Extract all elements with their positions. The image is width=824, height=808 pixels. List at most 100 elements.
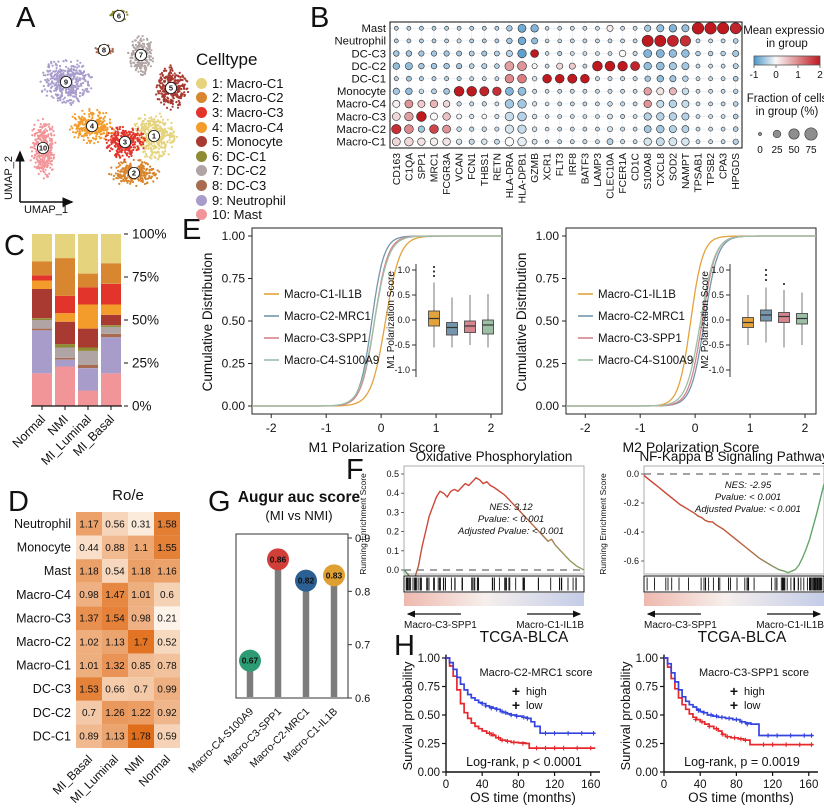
m2-polarization-cdf: Cumulative Distribution M2 Polarization S… [514,227,817,455]
km-legend-label: high [526,686,547,698]
augur-dot [267,548,289,571]
svg-text:1.37: 1.37 [79,614,99,625]
svg-text:2: 2 [488,421,495,435]
svg-text:7: 7 [139,51,143,60]
dotplot-gene-label: NAMPT [681,152,692,189]
roe-cell [102,582,128,607]
composition-barchart: NormalNMIMI_LuminalMI_Basal100%75%50%25%… [10,227,167,468]
roe-cell [76,630,102,654]
fraction-size-dot [804,127,818,141]
svg-text:5: 5 [169,84,173,93]
stack-segment [55,295,75,314]
svg-text:2: 2 [802,421,809,435]
cdf-ylabel: Cumulative Distribution [200,253,215,392]
roe-cell [154,630,180,654]
svg-text:0.0: 0.0 [397,315,410,325]
fraction-size-dot [758,132,762,136]
dotplot-gene-label: TPSB2 [706,153,717,186]
umap-cluster-badge [60,76,73,89]
roe-row-label: Neutrophil [14,517,71,531]
svg-text:0.7: 0.7 [134,685,148,696]
svg-text:0.00: 0.00 [636,767,658,779]
svg-text:1.18: 1.18 [131,567,151,578]
inset-box [446,322,458,336]
dotplot-gene-label: THBS1 [480,153,491,186]
dotplot-row-label: Neutrophil [335,36,387,48]
svg-text:-1: -1 [750,70,759,81]
gsea-stat: Pvalue: < 0.001 [715,492,781,503]
umap-legend-item: 10: Mast [196,207,286,222]
celltype-color-swatch [196,121,207,133]
dotplot-row-label: Macro-C2 [336,124,386,136]
svg-text:0.5: 0.5 [397,290,410,300]
svg-text:-1: -1 [321,421,332,435]
svg-text:0.99: 0.99 [157,685,177,696]
svg-text:0.1: 0.1 [386,546,399,556]
composition-ytick: 75% [132,270,159,285]
svg-text:-0.5: -0.5 [394,340,410,350]
km-legend-label: low [526,700,543,712]
augur-title: Augur auc score [238,489,361,506]
cdf-legend-label: Macro-C4-S100A9 [284,355,379,367]
stack-segment [32,330,52,374]
celltype-color-swatch [196,136,207,148]
roe-row-label: DC-C1 [33,729,71,743]
celltype-label: 1: Macro-C1 [212,75,284,91]
umap-legend-item: 1: Macro-C1 [196,76,286,91]
umap-cluster-badge [147,129,160,142]
augur-dot [239,649,261,672]
umap-legend-item: 3: Macro-C3 [196,105,286,120]
gsea-right-group: Macro-C1-IL1B [756,620,824,631]
svg-text:1.78: 1.78 [131,732,151,743]
roe-cell [128,559,154,583]
dotplot-gene-label: HLA-DPB1 [518,153,529,204]
umap-cluster-9 [39,59,93,106]
roe-cell [128,582,154,607]
roe-row-label: Mast [44,564,72,578]
gsea-ylabel: Running Enrichment Score [598,473,608,575]
svg-text:0.75: 0.75 [222,272,246,286]
dotplot-gene-label: FCER1A [618,153,629,194]
roe-cell [154,559,180,583]
stack-segment [32,275,52,281]
gsea-stat: NES: 3.12 [489,502,533,513]
dotplot-gene-label: FLT3 [555,153,566,177]
roe-row-label: Macro-C3 [16,611,71,625]
panel-label-f: F [346,454,364,486]
dotplot-gene-label: MRC1 [430,153,441,182]
roe-row-label: Macro-C1 [16,659,71,673]
svg-text:1.00: 1.00 [418,653,440,665]
dotplot-gene-label: BATF3 [580,153,591,185]
svg-text:80: 80 [730,779,743,791]
stack-segment [55,366,75,406]
roe-cell [76,582,102,607]
svg-text:0.25: 0.25 [536,357,560,371]
dotplot-gene-label: TPSAB1 [694,153,705,193]
celltype-color-swatch [196,92,207,104]
roe-cell [154,512,180,536]
stack-segment [78,273,98,288]
svg-text:0.44: 0.44 [79,543,99,554]
stack-segment [78,234,98,274]
svg-text:+: + [512,683,520,699]
svg-text:0.59: 0.59 [157,732,177,743]
svg-text:0.3: 0.3 [386,507,399,517]
umap-legend-item: 9: Neutrophil [196,193,286,208]
roe-cell [102,535,128,560]
svg-text:0.75: 0.75 [536,272,560,286]
gsea-rank-strip [404,593,584,606]
svg-text:0.6: 0.6 [160,590,174,601]
cdf-legend-label: Macro-C2-MRC1 [284,311,371,323]
umap-plot: 1 2 3 4 5 6 7 8 9 10 UMAP_1 UMAP_2 [3,9,190,216]
umap-cluster-badge [86,120,99,133]
dotplot-gene-label: SOD2 [668,153,679,181]
stack-segment [32,261,52,276]
roe-cell [154,535,180,560]
celltype-label: 6: DC-C1 [212,148,267,164]
svg-text:-1: -1 [635,421,646,435]
celltype-color-swatch [196,106,207,118]
umap-legend-item: 5: Monocyte [196,134,286,149]
roe-cell [76,512,102,536]
gsea-stat: NES: -2.95 [725,480,772,491]
